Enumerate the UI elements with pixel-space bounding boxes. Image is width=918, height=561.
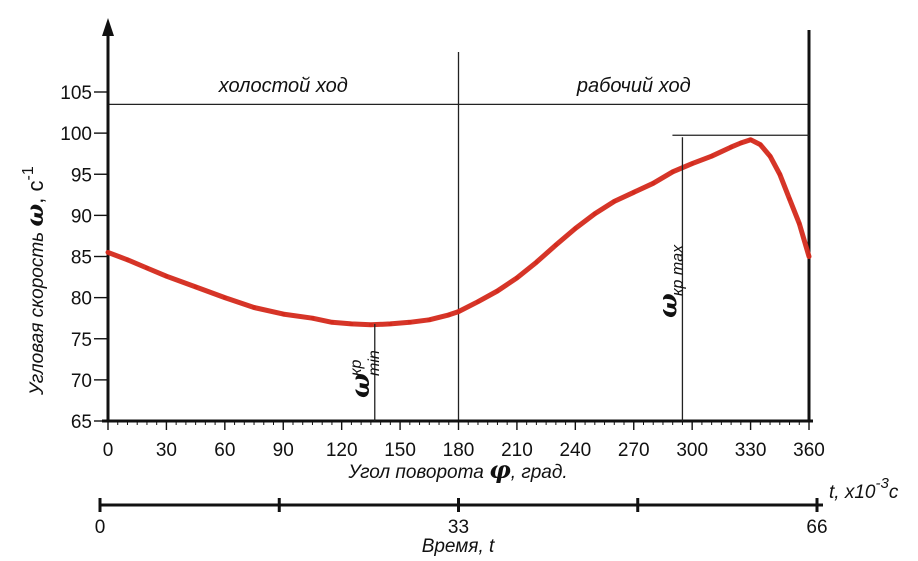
tick-labels: 65 70 75 80 85 90 95 100 105 0 30 60 90 120 150 180 210 2… [60, 83, 827, 538]
y-axis-title: Угловая скорость ω, с-1 [20, 166, 49, 396]
data-point [651, 181, 656, 186]
x-tick-label: 300 [676, 440, 708, 461]
data-point [106, 250, 110, 255]
x-tick-label: 270 [618, 440, 650, 461]
time-tick-label: 33 [448, 517, 469, 538]
data-point [777, 172, 782, 177]
y-axis-title-text: Угловая скорость ω, с-1 [20, 166, 49, 396]
y-tick-label: 100 [60, 124, 92, 145]
data-point [495, 289, 500, 294]
data-point [553, 242, 558, 247]
time-tick-label: 0 [95, 517, 106, 538]
omega-symbol: ω [346, 373, 376, 398]
data-point [738, 140, 743, 145]
data-point [787, 196, 792, 201]
time-axis-title: Время, t [422, 536, 495, 557]
data-point [281, 312, 286, 317]
x-tick-label: 180 [443, 440, 475, 461]
data-point [592, 211, 597, 216]
omega-kr-max-label: ωкр max [653, 244, 686, 318]
data-point [222, 295, 227, 300]
x-tick-label: 150 [384, 440, 416, 461]
data-point [709, 154, 714, 159]
omega-kr-min-label: ωкр min [346, 350, 383, 398]
data-point [612, 199, 617, 204]
data-point [164, 274, 169, 279]
time-tick-label: 66 [806, 517, 827, 538]
data-point [768, 154, 773, 159]
y-axis-arrow [102, 18, 114, 36]
data-point [144, 266, 149, 271]
data-point [475, 299, 480, 304]
region-label-idle: холостой ход [218, 75, 348, 97]
data-point [407, 320, 412, 325]
data-point [670, 169, 675, 174]
y-tick-label: 95 [71, 165, 92, 186]
x-tick-label: 90 [273, 440, 294, 461]
omega-subscript: кр max [669, 244, 686, 296]
data-point [310, 316, 315, 321]
x-tick-label: 60 [214, 440, 235, 461]
data-point [514, 275, 519, 280]
data-point [534, 260, 539, 265]
omega-subscript-bottom: min [366, 350, 383, 376]
y-tick-label: 65 [71, 412, 92, 433]
y-tick-label: 80 [71, 289, 92, 310]
y-tick-label: 75 [71, 330, 92, 351]
x-axis-title-words: Угол поворота [347, 462, 489, 483]
x-axis-title: Угол поворота φ, град. [347, 455, 567, 484]
x-axis-unit: , град. [511, 462, 568, 483]
data-point [368, 322, 373, 327]
data-point [456, 309, 461, 314]
x-tick-label: 360 [793, 440, 825, 461]
data-point [252, 305, 257, 310]
y-axis-unit: , с [23, 180, 48, 203]
data-point [797, 221, 802, 226]
omega-symbol: ω [653, 293, 683, 318]
data-point [631, 190, 636, 195]
x-tick-label: 240 [559, 440, 591, 461]
axes [94, 18, 823, 512]
x-tick-label: 210 [501, 440, 533, 461]
data-point [329, 320, 334, 325]
y-axis-omega: ω [20, 204, 49, 227]
y-tick-label: 70 [71, 371, 92, 392]
reference-lines [108, 52, 809, 421]
series [105, 137, 812, 328]
time-unit-text: t, x10 [829, 482, 876, 503]
time-unit-exponent: -3 [875, 475, 889, 492]
y-tick-label: 90 [71, 206, 92, 227]
data-point [125, 257, 130, 262]
x-tick-label: 330 [735, 440, 767, 461]
data-point [748, 137, 753, 142]
omega-subscript-top: кр [348, 359, 365, 376]
x-tick-label: 0 [103, 440, 114, 461]
time-unit-suffix: с [889, 482, 899, 503]
data-point [807, 254, 811, 259]
data-point [758, 142, 763, 147]
y-tick-label: 105 [60, 83, 92, 104]
data-point [427, 317, 432, 322]
data-point [573, 226, 578, 231]
data-point [446, 312, 451, 317]
time-axis-unit: t, x10-3с [829, 475, 899, 503]
data-point [388, 321, 393, 326]
y-axis-title-words: Угловая скорость [27, 227, 48, 396]
y-axis-unit-exponent: -1 [20, 166, 37, 180]
data-point [690, 161, 695, 166]
region-label-working: рабочий ход [576, 75, 691, 97]
data-point [349, 321, 354, 326]
x-tick-label: 120 [326, 440, 358, 461]
data-point [729, 145, 734, 150]
x-tick-label: 30 [156, 440, 177, 461]
y-tick-label: 85 [71, 248, 92, 269]
data-point [193, 284, 198, 289]
x-axis-phi: φ [489, 455, 511, 484]
